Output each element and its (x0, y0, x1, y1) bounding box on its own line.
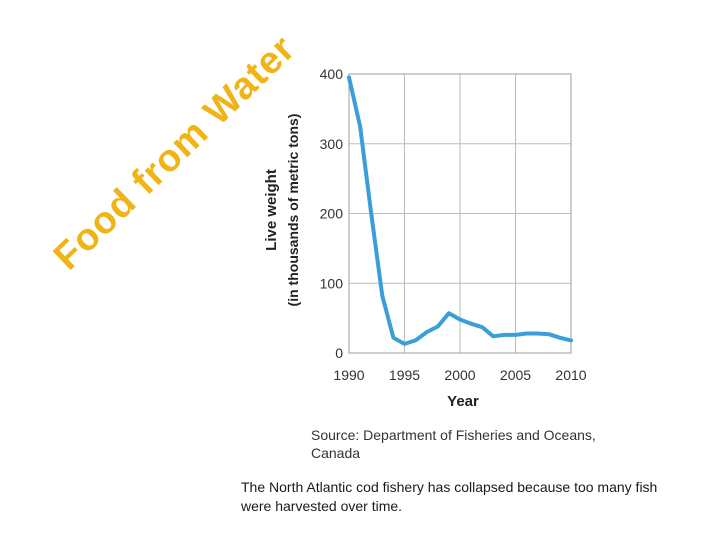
y-tick-300: 300 (320, 136, 344, 152)
data-point-1993 (380, 294, 384, 298)
tick-labels: 0 100 200 300 400 1990 1995 2000 2005 2010 (320, 66, 587, 383)
plot-frame (348, 73, 572, 354)
x-axis-title: Year (447, 393, 479, 410)
data-point-2004 (502, 333, 506, 337)
data-point-2001 (469, 322, 473, 326)
y-tick-100: 100 (320, 275, 344, 291)
data-point-2003 (491, 334, 495, 338)
y-axis-title: Live weight (263, 169, 280, 251)
data-point-1998 (436, 324, 440, 328)
source-note: Source: Department of Fisheries and Ocea… (311, 427, 596, 461)
data-point-1997 (425, 330, 429, 334)
data-point-2010 (569, 338, 573, 342)
data-point-1992 (369, 212, 373, 215)
y-tick-0: 0 (335, 345, 343, 361)
x-tick-2010: 2010 (555, 367, 586, 383)
x-tick-2000: 2000 (444, 367, 475, 383)
data-point-2005 (514, 333, 517, 337)
x-tick-1990: 1990 (333, 367, 364, 383)
series-cod-catch (347, 75, 573, 346)
data-point-2009 (558, 336, 562, 340)
data-point-2008 (547, 332, 551, 336)
data-point-1996 (414, 338, 418, 342)
y-axis-subtitle: (in thousands of metric tons) (285, 114, 301, 307)
x-tick-2005: 2005 (500, 367, 531, 383)
caption: The North Atlantic cod fishery has colla… (241, 479, 658, 514)
y-tick-200: 200 (320, 206, 344, 222)
data-point-2007 (536, 331, 540, 335)
x-tick-1995: 1995 (389, 367, 420, 383)
data-point-1991 (358, 124, 362, 128)
data-point-1995 (403, 342, 406, 346)
data-point-2006 (525, 331, 529, 335)
data-point-1999 (447, 311, 451, 315)
grid (348, 73, 572, 354)
data-point-2000 (458, 318, 462, 322)
data-point-1990 (347, 75, 351, 79)
data-point-1994 (391, 336, 395, 340)
y-tick-400: 400 (320, 66, 344, 82)
data-point-2002 (480, 325, 484, 329)
